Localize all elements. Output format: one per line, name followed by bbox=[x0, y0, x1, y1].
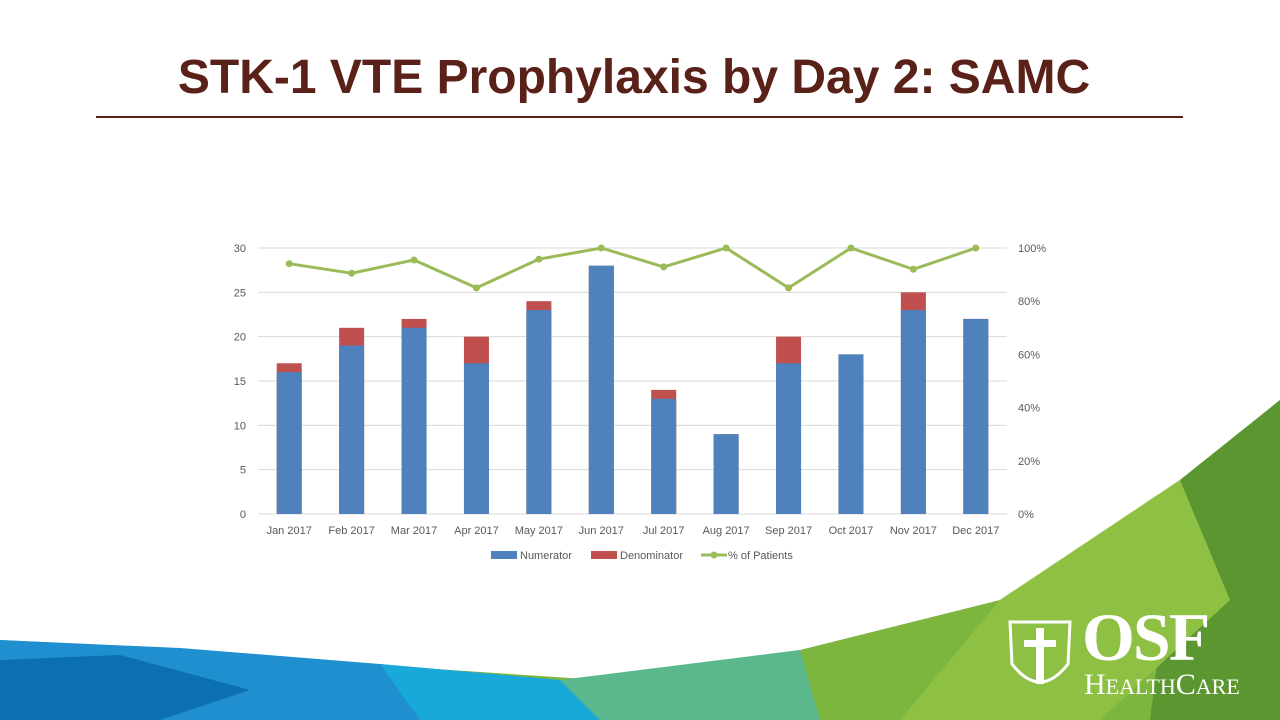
numerator-bar bbox=[713, 434, 739, 514]
numerator-bar bbox=[463, 363, 489, 514]
title-divider bbox=[96, 116, 1183, 118]
y-tick-label: 20 bbox=[234, 332, 246, 344]
x-tick-label: Nov 2017 bbox=[890, 525, 937, 537]
y2-tick-label: 100% bbox=[1018, 243, 1046, 255]
percent-point bbox=[285, 260, 293, 268]
numerator-bar bbox=[900, 310, 926, 514]
legend-marker-percent bbox=[710, 551, 718, 559]
numerator-bar bbox=[339, 345, 365, 514]
percent-point bbox=[847, 244, 855, 252]
y2-tick-label: 40% bbox=[1018, 403, 1040, 415]
x-tick-label: Jan 2017 bbox=[267, 525, 312, 537]
x-tick-label: Oct 2017 bbox=[829, 525, 874, 537]
percent-point bbox=[785, 284, 793, 292]
legend-label-denominator: Denominator bbox=[620, 550, 683, 562]
y2-tick-label: 0% bbox=[1018, 509, 1034, 521]
numerator-bar bbox=[838, 354, 864, 514]
x-tick-label: Jul 2017 bbox=[643, 525, 685, 537]
numerator-bar bbox=[963, 318, 989, 514]
y-tick-label: 5 bbox=[240, 465, 246, 477]
percent-point bbox=[972, 244, 980, 252]
legend-swatch-denominator bbox=[591, 551, 617, 559]
percent-line bbox=[288, 246, 977, 290]
logo-healthcare: HEALTHCARE bbox=[1084, 668, 1240, 701]
legend-label-numerator: Numerator bbox=[520, 550, 572, 562]
x-tick-label: Jun 2017 bbox=[579, 525, 624, 537]
numerator-bar bbox=[651, 398, 677, 514]
x-tick-label: May 2017 bbox=[515, 525, 563, 537]
y2-tick-label: 80% bbox=[1018, 296, 1040, 308]
y-tick-label: 25 bbox=[234, 287, 246, 299]
y2-tick-label: 20% bbox=[1018, 456, 1040, 468]
percent-point bbox=[909, 265, 917, 273]
numerator-bar bbox=[588, 265, 614, 514]
logo-osf: OSF bbox=[1082, 599, 1210, 675]
percent-point bbox=[722, 244, 730, 252]
y2-tick-label: 60% bbox=[1018, 349, 1040, 361]
legend-swatch-numerator bbox=[491, 551, 517, 559]
numerator-bar bbox=[526, 310, 552, 514]
x-tick-label: Feb 2017 bbox=[328, 525, 374, 537]
x-tick-label: Sep 2017 bbox=[765, 525, 812, 537]
percent-point bbox=[348, 269, 356, 277]
y-tick-label: 15 bbox=[234, 376, 246, 388]
legend-label-percent: % of Patients bbox=[728, 550, 793, 562]
x-tick-label: Mar 2017 bbox=[391, 525, 437, 537]
y-tick-label: 0 bbox=[240, 509, 246, 521]
numerator-bar bbox=[401, 327, 427, 514]
numerator-bar bbox=[776, 363, 802, 514]
numerator-bar bbox=[276, 372, 302, 514]
x-tick-label: Aug 2017 bbox=[703, 525, 750, 537]
percent-point bbox=[410, 256, 418, 264]
percent-point bbox=[535, 255, 543, 263]
slide-title: STK-1 VTE Prophylaxis by Day 2: SAMC bbox=[177, 51, 1091, 104]
x-tick-label: Apr 2017 bbox=[454, 525, 499, 537]
seal-icon bbox=[1008, 620, 1072, 684]
x-tick-label: Dec 2017 bbox=[952, 525, 999, 537]
osf-logo: OSF HEALTHCARE bbox=[1000, 599, 1270, 710]
y-tick-label: 10 bbox=[234, 420, 246, 432]
percent-point bbox=[597, 244, 605, 252]
percent-point bbox=[660, 263, 668, 271]
percent-point bbox=[472, 284, 480, 292]
y-tick-label: 30 bbox=[234, 243, 246, 255]
